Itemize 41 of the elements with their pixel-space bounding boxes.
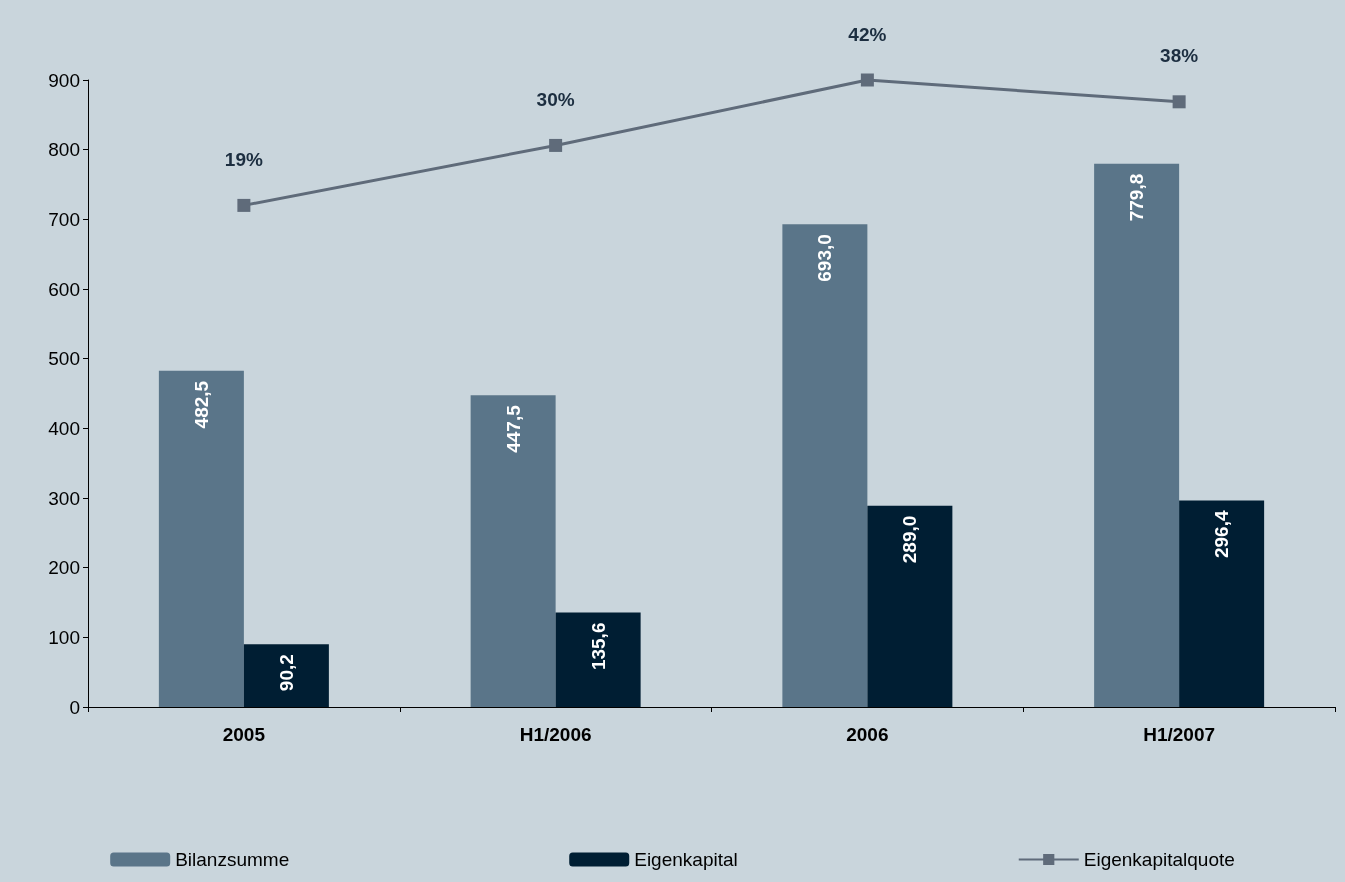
data-label: 289,0 [899, 515, 921, 564]
point [549, 138, 563, 152]
data-label: 447,5 [502, 404, 524, 453]
y-tick-label: 200 [48, 557, 80, 579]
y-tick-label: 900 [48, 69, 80, 91]
data-label: 42% [848, 23, 887, 45]
data-label: 30% [536, 88, 575, 110]
data-label: 19% [224, 148, 263, 170]
x-tick-label: H1/2007 [1143, 724, 1216, 745]
y-tick-label: 700 [48, 208, 80, 230]
point [860, 73, 874, 87]
x-tick-label: 2005 [222, 724, 266, 745]
y-tick-label: 500 [48, 348, 80, 370]
data-label: 779,8 [1126, 173, 1148, 222]
y-tick-label: 0 [69, 696, 80, 718]
y-tick-label: 300 [48, 487, 80, 509]
bar [555, 612, 641, 707]
bar [782, 224, 868, 707]
bar [1179, 500, 1265, 707]
bar [158, 370, 244, 707]
point [1172, 95, 1186, 109]
point [237, 198, 251, 212]
data-label: 482,5 [190, 380, 212, 429]
legend-label: Eigenkapital [634, 849, 738, 870]
x-tick-label: H1/2006 [519, 724, 592, 745]
bar [1094, 163, 1180, 707]
bar [470, 395, 556, 707]
x-tick-label: 2006 [846, 724, 889, 745]
bar [867, 505, 953, 707]
y-tick-label: 100 [48, 626, 80, 648]
data-label: 693,0 [814, 234, 836, 282]
y-tick-label: 400 [48, 417, 80, 439]
y-tick-label: 600 [48, 278, 80, 300]
bar [243, 644, 329, 707]
data-label: 135,6 [587, 622, 609, 671]
data-label: 38% [1160, 45, 1199, 67]
legend-label: Bilanzsumme [175, 849, 290, 870]
data-label: 296,4 [1211, 510, 1233, 559]
y-tick-label: 800 [48, 139, 80, 161]
legend-label: Eigenkapitalquote [1083, 849, 1235, 870]
data-label: 90,2 [275, 654, 297, 692]
